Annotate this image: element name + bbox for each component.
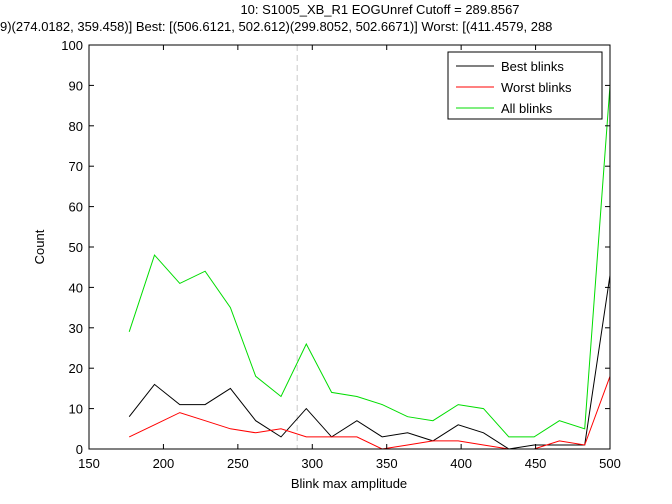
y-tick-label: 0 xyxy=(76,442,83,457)
x-tick-label: 250 xyxy=(227,456,249,471)
x-tick-label: 350 xyxy=(376,456,398,471)
legend-label-best-blinks: Best blinks xyxy=(501,59,564,74)
y-tick-label: 70 xyxy=(69,159,83,174)
y-tick-label: 90 xyxy=(69,78,83,93)
y-tick-label: 20 xyxy=(69,361,83,376)
y-tick-label: 100 xyxy=(61,38,83,53)
x-axis-label: Blink max amplitude xyxy=(291,476,407,491)
x-tick-label: 150 xyxy=(78,456,100,471)
legend: Best blinks Worst blinks All blinks xyxy=(447,51,603,120)
series-line-all-blinks xyxy=(128,85,611,438)
legend-label-all-blinks: All blinks xyxy=(501,101,553,116)
x-tick-label: 200 xyxy=(153,456,175,471)
x-tick-label: 300 xyxy=(301,456,323,471)
series-line-best-blinks xyxy=(128,275,611,450)
x-tick-label: 450 xyxy=(525,456,547,471)
x-tick-label: 500 xyxy=(599,456,621,471)
y-tick-label: 80 xyxy=(69,119,83,134)
y-tick-label: 30 xyxy=(69,321,83,336)
y-axis-label: Count xyxy=(32,229,47,264)
y-tick-label: 60 xyxy=(69,200,83,215)
legend-label-worst-blinks: Worst blinks xyxy=(501,80,572,95)
y-tick-label: 40 xyxy=(69,280,83,295)
chart-title-line2: 9)(274.0182, 359.458)] Best: [(506.6121,… xyxy=(0,19,552,34)
x-axis: 150 200 250 300 350 400 450 500 xyxy=(78,45,621,471)
y-tick-label: 10 xyxy=(69,402,83,417)
y-tick-label: 50 xyxy=(69,240,83,255)
chart-title-line1: 10: S1005_XB_R1 EOGUnref Cutoff = 289.85… xyxy=(240,2,519,17)
x-tick-label: 400 xyxy=(450,456,472,471)
y-axis: 0 10 20 30 40 50 60 70 80 90 100 xyxy=(61,38,610,457)
